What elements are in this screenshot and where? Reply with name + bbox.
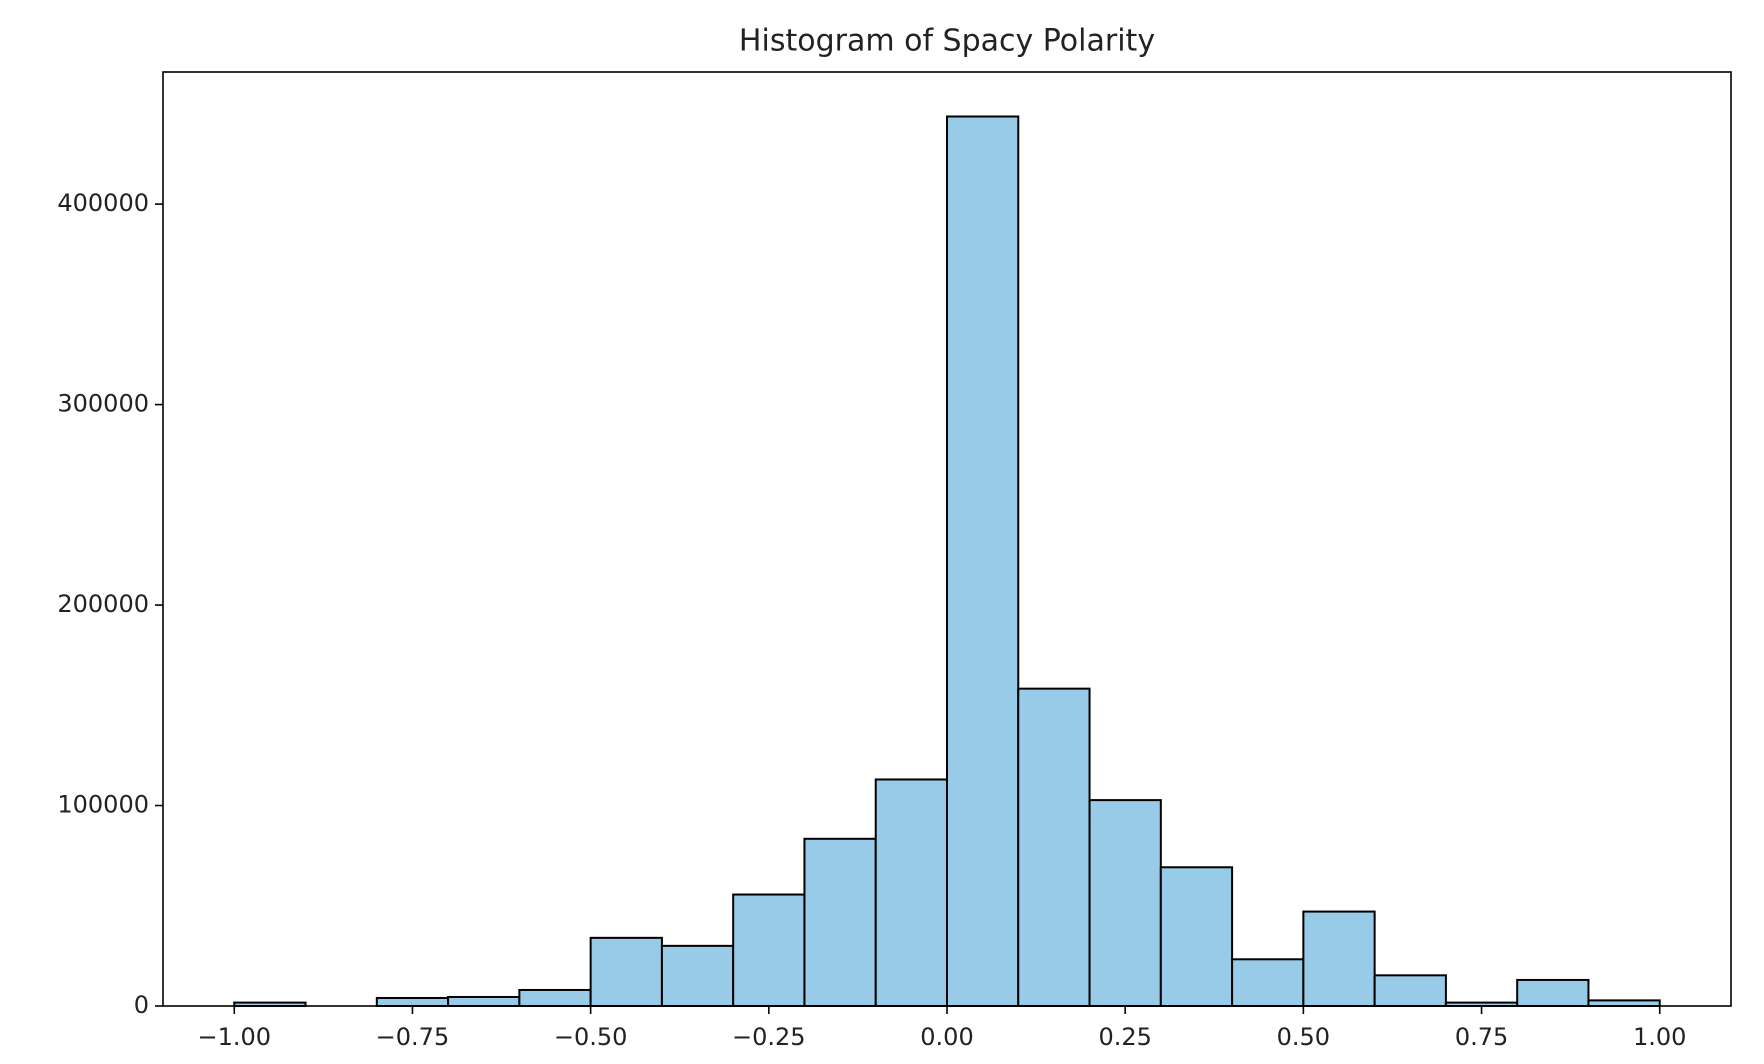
bar: [1587, 999, 1661, 1008]
bar: [1159, 866, 1234, 1008]
bar: [375, 996, 450, 1008]
bar: [803, 837, 877, 1007]
bar: [447, 995, 521, 1008]
x-tick-label: −0.75: [376, 1023, 450, 1051]
y-tick-label: 0: [134, 991, 149, 1019]
y-tick-label: 100000: [57, 791, 149, 819]
x-tick-label: −1.00: [197, 1023, 271, 1051]
bar: [589, 936, 663, 1008]
bar: [946, 115, 1020, 1008]
bar: [518, 988, 592, 1007]
x-tick-label: 0.00: [920, 1023, 973, 1051]
chart-title: Histogram of Spacy Polarity: [739, 24, 1155, 59]
x-tick-label: 1.00: [1633, 1023, 1686, 1051]
bar: [1017, 687, 1091, 1008]
bar: [1516, 978, 1590, 1007]
x-tick-label: 0.50: [1277, 1023, 1330, 1051]
x-tick-label: −0.25: [732, 1023, 806, 1051]
x-tick-label: 0.25: [1098, 1023, 1151, 1051]
bar: [660, 944, 735, 1007]
bar: [874, 778, 949, 1008]
bar: [1088, 799, 1162, 1007]
x-tick-label: −0.50: [554, 1023, 628, 1051]
y-tick-label: 400000: [57, 189, 149, 217]
y-tick-label: 300000: [57, 390, 149, 418]
x-tick-label: 0.75: [1455, 1023, 1508, 1051]
y-tick-label: 200000: [57, 590, 149, 618]
bar: [1231, 958, 1305, 1007]
bar: [732, 893, 806, 1008]
bar: [1302, 910, 1376, 1007]
bar: [1373, 974, 1447, 1008]
